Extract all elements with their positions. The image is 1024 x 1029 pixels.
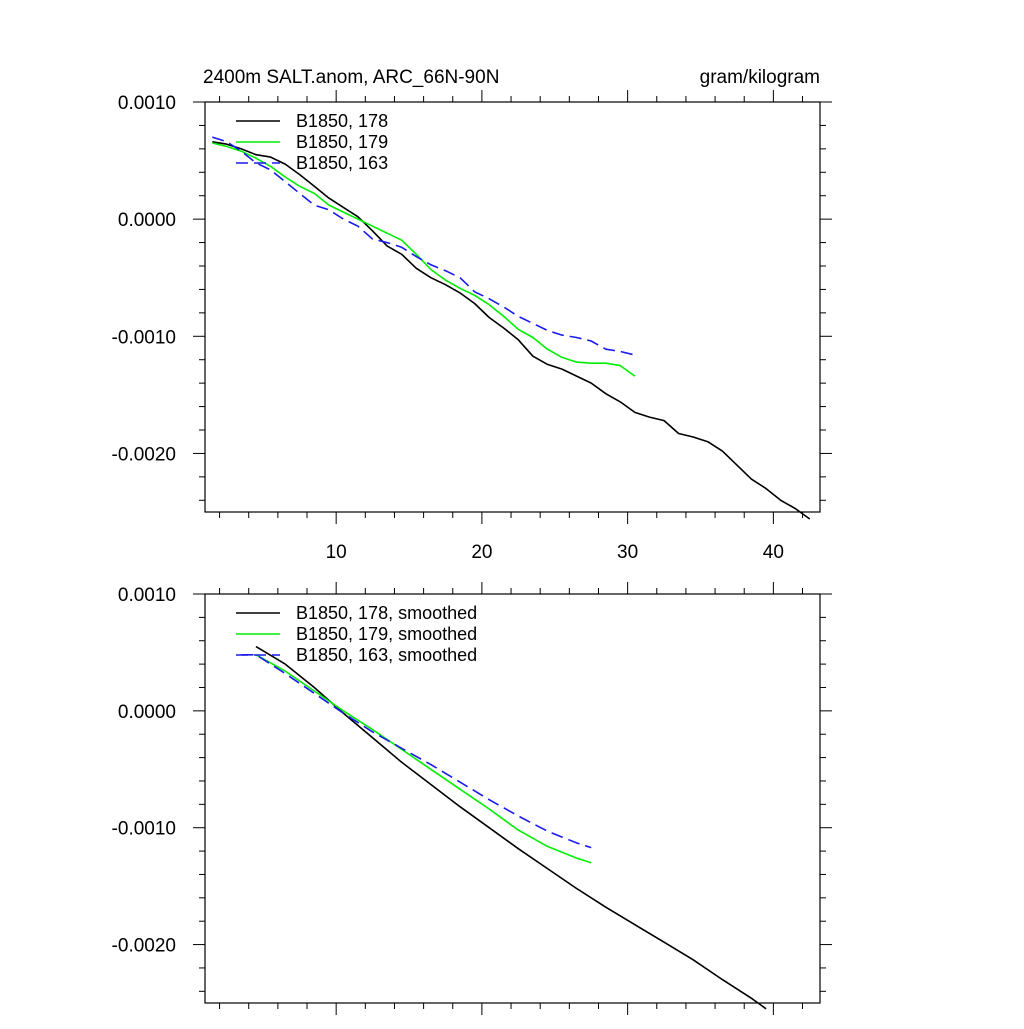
bottom-panel: 0.0010 0.0000 -0.0010 -0.0020 B1850, 178, sm… — [112, 582, 832, 1015]
y-tick-label: -0.0020 — [112, 444, 176, 465]
legend-label: B1850, 163, smoothed — [296, 645, 477, 665]
series-line — [241, 653, 592, 849]
x-tick-label: 20 — [471, 542, 492, 563]
chart-title: 2400m SALT.anom, ARC_66N-90N — [203, 67, 499, 88]
y-tick-label: -0.0010 — [112, 327, 176, 348]
plot-frame — [204, 101, 821, 513]
series-line — [255, 645, 767, 1010]
legend-label: B1850, 179, smoothed — [296, 624, 477, 644]
series-line — [212, 141, 811, 520]
y-tick-label: 0.0000 — [118, 702, 176, 723]
legend-label: B1850, 178 — [296, 111, 388, 131]
y-tick-label: -0.0020 — [112, 936, 176, 957]
series-line — [255, 654, 592, 864]
series-line — [212, 136, 636, 356]
x-tick-label: 10 — [326, 542, 347, 563]
plot-frame — [204, 593, 821, 1004]
x-tick-label: 30 — [617, 542, 638, 563]
x-tick-label: 40 — [763, 542, 784, 563]
y-tick-label: 0.0010 — [118, 585, 176, 606]
legend-label: B1850, 163 — [296, 153, 388, 173]
y-tick-label: -0.0010 — [112, 819, 176, 840]
units-label: gram/kilogram — [700, 67, 820, 88]
y-tick-label: 0.0010 — [118, 93, 176, 114]
series-line — [212, 142, 636, 377]
y-tick-label: 0.0000 — [118, 210, 176, 231]
top-panel: 10 20 30 40 0.0010 0.0000 -0.0010 -0.0020 B1850,… — [112, 90, 832, 563]
legend-label: B1850, 179 — [296, 132, 388, 152]
legend-label: B1850, 178, smoothed — [296, 603, 477, 623]
